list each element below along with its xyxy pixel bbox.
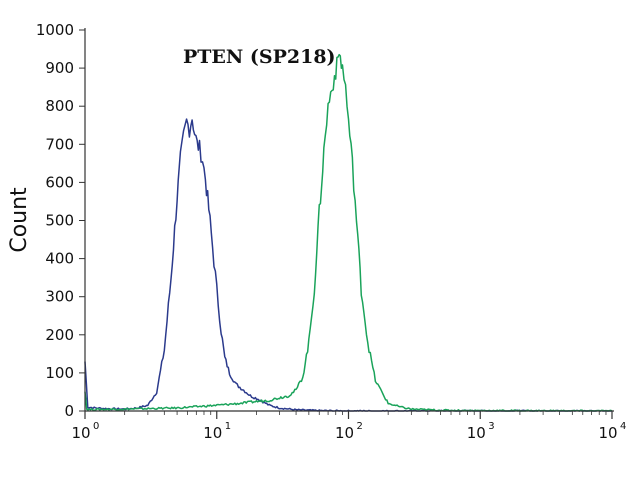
series-layer bbox=[84, 53, 613, 412]
y-tick-label: 600 bbox=[45, 173, 74, 191]
y-axis-label: Count bbox=[7, 187, 32, 253]
y-tick-label: 0 bbox=[64, 402, 74, 420]
x-tick-label: 10 4 bbox=[598, 421, 626, 442]
x-tick-label: 10 1 bbox=[203, 421, 231, 442]
y-tick-label: 800 bbox=[45, 97, 74, 115]
x-tick-label: 10 2 bbox=[335, 421, 363, 442]
x-tick-base: 10 bbox=[467, 424, 486, 442]
y-tick-label: 300 bbox=[45, 288, 74, 306]
series-line bbox=[84, 118, 612, 412]
y-tick-label: 900 bbox=[45, 59, 74, 77]
x-tick-base: 10 bbox=[203, 424, 222, 442]
x-tick-base: 10 bbox=[71, 424, 90, 442]
series-line bbox=[84, 53, 613, 412]
y-tick-label: 700 bbox=[45, 135, 74, 153]
y-tick-label: 200 bbox=[45, 326, 74, 344]
x-tick-base: 10 bbox=[335, 424, 354, 442]
y-tick-label: 100 bbox=[45, 364, 74, 382]
y-tick-label: 400 bbox=[45, 250, 74, 268]
chart-title: PTEN (SP218) bbox=[183, 46, 336, 68]
x-tick-exponent: 0 bbox=[93, 421, 99, 432]
x-tick-exponent: 3 bbox=[488, 421, 494, 432]
y-axis-ticks: 0 100 200 300 400 500 600 700 800 900 1000 bbox=[36, 21, 85, 420]
x-tick-label: 10 0 bbox=[71, 421, 99, 442]
x-tick-exponent: 4 bbox=[620, 421, 626, 432]
y-tick-label: 500 bbox=[45, 212, 74, 230]
x-tick-base: 10 bbox=[598, 424, 617, 442]
x-tick-exponent: 1 bbox=[225, 421, 231, 432]
x-axis-ticks: 10 0 10 1 10 2 10 3 10 4 bbox=[71, 411, 626, 442]
x-tick-exponent: 2 bbox=[357, 421, 363, 432]
x-tick-label: 10 3 bbox=[467, 421, 495, 442]
y-tick-label: 1000 bbox=[36, 21, 74, 39]
